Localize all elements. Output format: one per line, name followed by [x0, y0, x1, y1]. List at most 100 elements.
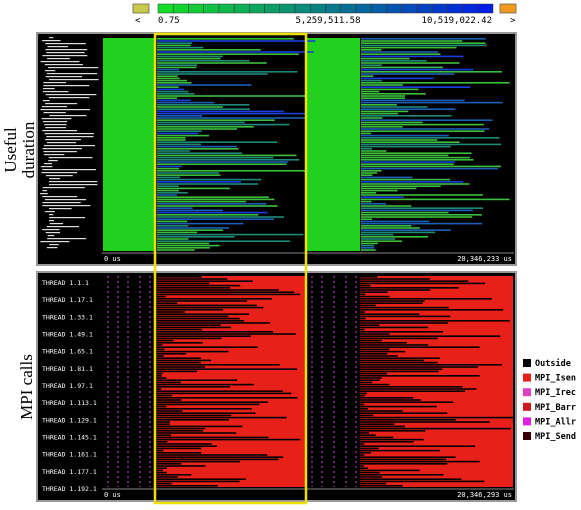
duration-bar	[361, 128, 490, 130]
duration-bar	[361, 218, 372, 220]
thread-label-glyph	[43, 85, 90, 87]
duration-bar	[361, 145, 451, 148]
legend-label: Outside	[535, 358, 571, 369]
scale-cell	[264, 3, 281, 14]
duration-bar	[157, 64, 198, 66]
outside-bar	[157, 313, 250, 315]
legend-label: MPI_Allr	[535, 417, 576, 427]
outside-bar	[157, 326, 232, 329]
outside-bar	[360, 449, 440, 452]
green-block	[307, 38, 360, 251]
duration-bar	[361, 44, 487, 47]
duration-bar	[361, 53, 441, 55]
duration-bar	[361, 165, 502, 168]
duration-bar	[157, 90, 189, 93]
outside-bar	[360, 300, 425, 302]
thread-label-glyph	[45, 70, 56, 72]
duration-bar	[157, 165, 183, 168]
thread-label-glyph	[40, 241, 70, 243]
outside-bar	[157, 401, 268, 403]
outside-bar	[360, 381, 372, 384]
duration-bar	[361, 249, 376, 251]
outside-bar	[157, 447, 202, 450]
duration-bar	[361, 110, 409, 113]
thread-label: THREAD 1.49.1	[42, 331, 93, 339]
duration-bar	[361, 126, 403, 128]
outside-bar	[157, 304, 257, 307]
scale-cell	[340, 3, 357, 14]
legend-swatch	[523, 432, 531, 440]
duration-bar	[361, 121, 423, 124]
above-swatch	[499, 3, 517, 14]
outside-bar	[157, 315, 229, 318]
thread-label-glyph	[48, 160, 58, 162]
outside-bar	[157, 390, 283, 392]
outside-bar	[360, 386, 463, 388]
outside-bar	[157, 471, 167, 474]
outside-bar	[360, 392, 367, 395]
outside-bar	[157, 458, 279, 461]
outside-bar	[157, 346, 258, 348]
duration-bar	[157, 227, 229, 229]
legend: Outside MPI_Isen MPI_Irec MPI_Barr MPI_Allr M…	[523, 358, 576, 442]
outside-bar	[360, 306, 449, 309]
duration-bar	[361, 170, 382, 172]
outside-bar	[360, 333, 390, 335]
outside-bar	[157, 410, 183, 412]
duration-bar	[361, 154, 449, 157]
outside-bar	[360, 346, 480, 348]
outside-bar	[157, 460, 240, 463]
time-end: 20,346,293 us	[457, 491, 512, 499]
legend-label: MPI_Irec	[535, 388, 576, 398]
thread-label-glyph	[43, 82, 66, 84]
outside-bar	[157, 355, 164, 357]
thread-label: THREAD 1.33.1	[42, 313, 93, 321]
duration-bar	[157, 218, 275, 220]
outside-bar	[360, 480, 485, 483]
outside-bar	[360, 328, 365, 331]
duration-bar	[157, 38, 294, 40]
duration-bar	[157, 189, 179, 192]
duration-bar	[361, 238, 396, 240]
green-block	[103, 38, 155, 251]
duration-bar	[157, 119, 275, 121]
duration-bar	[361, 90, 380, 93]
duration-bar	[157, 79, 187, 82]
thread-label-glyph	[49, 223, 64, 225]
outside-bar	[360, 469, 420, 472]
duration-bar	[361, 167, 498, 170]
outside-bar	[360, 324, 380, 326]
duration-bar	[157, 53, 300, 55]
thread-label-glyph	[45, 76, 82, 78]
outside-bar	[360, 342, 407, 344]
duration-bar	[361, 46, 457, 49]
duration-bar	[157, 214, 259, 216]
thread-label: THREAD 1.161.1	[42, 451, 97, 459]
thread-label-glyph	[43, 112, 66, 114]
duration-bar	[157, 240, 290, 242]
duration-bar	[157, 93, 195, 95]
thread-label: THREAD 1.1.1	[42, 279, 89, 287]
outside-bar	[157, 423, 170, 425]
outside-bar	[157, 416, 287, 419]
outside-bar	[360, 377, 382, 379]
duration-bar	[157, 121, 245, 124]
outside-bar	[157, 278, 228, 280]
thread-label: THREAD 1.65.1	[42, 348, 93, 356]
thread-labels: THREAD 1.1.1 THREAD 1.17.1 THREAD 1.33.1 TH…	[42, 279, 97, 493]
outside-bar	[157, 287, 231, 289]
thread-label-glyph	[49, 220, 55, 222]
outside-bar	[360, 447, 379, 450]
outside-bar	[360, 471, 380, 474]
duration-bar	[157, 77, 180, 80]
useful-duration-timeline	[40, 37, 510, 251]
duration-bar	[157, 207, 193, 209]
duration-bar	[361, 148, 372, 150]
duration-bar	[157, 84, 252, 86]
thread-label-glyph	[47, 58, 70, 60]
thread-label-glyph	[49, 178, 61, 180]
thread-label-glyph	[49, 79, 99, 81]
duration-bar	[157, 75, 178, 77]
outside-bar	[157, 381, 181, 384]
